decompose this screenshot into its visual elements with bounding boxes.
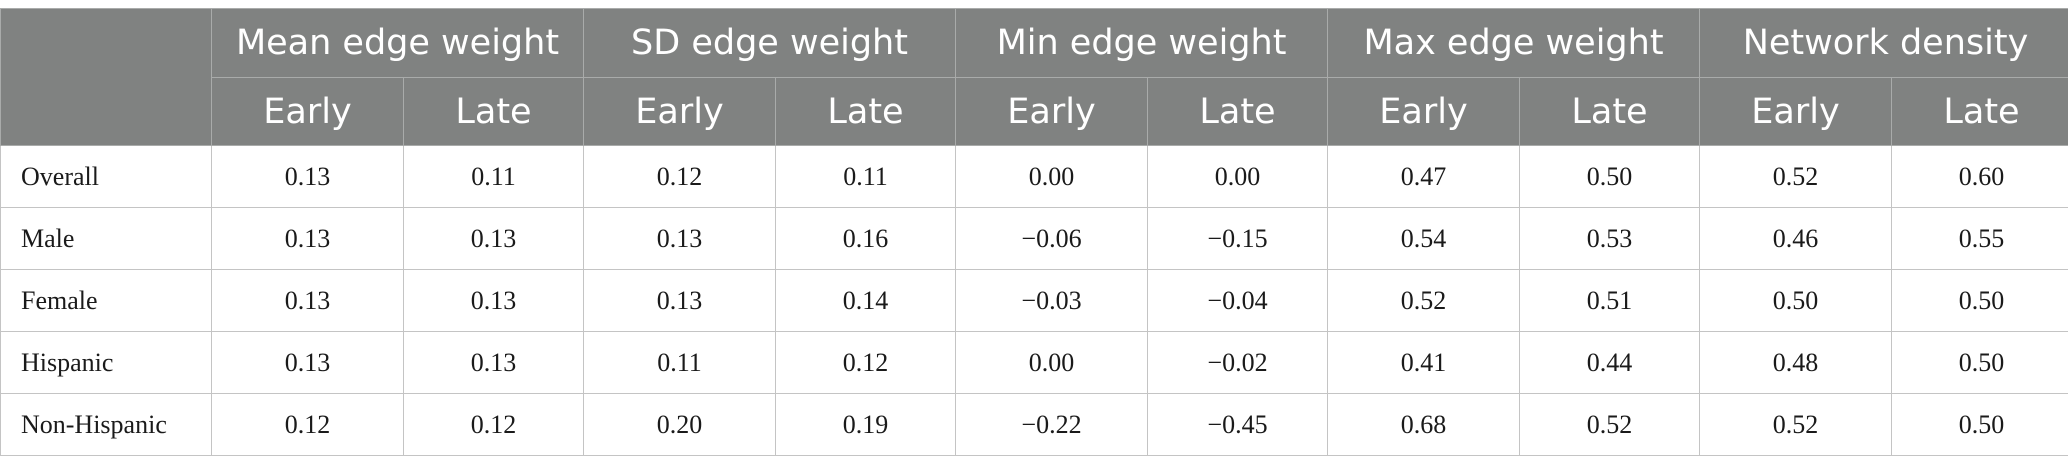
table-cell: 0.53	[1519, 207, 1700, 270]
subheader-early: Early	[583, 77, 776, 146]
table-cell: 0.13	[403, 207, 584, 270]
row-label: Female	[0, 269, 212, 332]
table-cell: 0.11	[403, 145, 584, 208]
table-cell: −0.06	[955, 207, 1148, 270]
table-cell: −0.02	[1147, 331, 1328, 394]
corner-header-cell	[0, 8, 212, 146]
table-cell: 0.13	[211, 331, 404, 394]
table-cell: 0.44	[1519, 331, 1700, 394]
subheader-early: Early	[955, 77, 1148, 146]
table-cell: 0.68	[1327, 393, 1520, 456]
table-cell: 0.13	[211, 207, 404, 270]
group-header-density: Network density	[1699, 8, 2068, 78]
table-cell: 0.13	[583, 269, 776, 332]
table-cell: 0.52	[1699, 393, 1892, 456]
table-cell: 0.51	[1519, 269, 1700, 332]
table-cell: 0.50	[1891, 331, 2068, 394]
table-cell: 0.52	[1327, 269, 1520, 332]
table-cell: 0.13	[211, 269, 404, 332]
row-label: Overall	[0, 145, 212, 208]
table-row: Overall 0.13 0.11 0.12 0.11 0.00 0.00 0.…	[0, 145, 2068, 208]
table-cell: 0.12	[211, 393, 404, 456]
table-cell: 0.50	[1891, 393, 2068, 456]
table-cell: 0.11	[775, 145, 956, 208]
table-row: Non-Hispanic 0.12 0.12 0.20 0.19 −0.22 −…	[0, 393, 2068, 456]
table-row: Male 0.13 0.13 0.13 0.16 −0.06 −0.15 0.5…	[0, 207, 2068, 270]
table-cell: 0.50	[1699, 269, 1892, 332]
table-cell: 0.00	[955, 331, 1148, 394]
table-cell: 0.55	[1891, 207, 2068, 270]
table-cell: 0.50	[1891, 269, 2068, 332]
subheader-late: Late	[1891, 77, 2068, 146]
table-cell: −0.04	[1147, 269, 1328, 332]
table-cell: 0.12	[583, 145, 776, 208]
table-cell: 0.60	[1891, 145, 2068, 208]
table-cell: 0.41	[1327, 331, 1520, 394]
row-label: Male	[0, 207, 212, 270]
subheader-early: Early	[1699, 77, 1892, 146]
table-cell: 0.52	[1519, 393, 1700, 456]
group-header-min: Min edge weight	[955, 8, 1328, 78]
table-cell: 0.12	[775, 331, 956, 394]
table-cell: 0.48	[1699, 331, 1892, 394]
subheader-late: Late	[775, 77, 956, 146]
table-cell: −0.03	[955, 269, 1148, 332]
table-cell: 0.13	[403, 331, 584, 394]
table-cell: 0.46	[1699, 207, 1892, 270]
row-label: Non-Hispanic	[0, 393, 212, 456]
table-cell: 0.19	[775, 393, 956, 456]
table-cell: 0.47	[1327, 145, 1520, 208]
table-cell: −0.15	[1147, 207, 1328, 270]
table-cell: 0.52	[1699, 145, 1892, 208]
table-cell: 0.11	[583, 331, 776, 394]
table-row: Female 0.13 0.13 0.13 0.14 −0.03 −0.04 0…	[0, 269, 2068, 332]
table-cell: 0.13	[583, 207, 776, 270]
table-row: Hispanic 0.13 0.13 0.11 0.12 0.00 −0.02 …	[0, 331, 2068, 394]
table-cell: −0.45	[1147, 393, 1328, 456]
table-cell: 0.13	[403, 269, 584, 332]
header-row-periods: Early Late Early Late Early Late Early L…	[1, 77, 2068, 146]
table-cell: 0.13	[211, 145, 404, 208]
row-label: Hispanic	[0, 331, 212, 394]
table-cell: 0.20	[583, 393, 776, 456]
table-cell: −0.22	[955, 393, 1148, 456]
table-cell: 0.00	[1147, 145, 1328, 208]
subheader-late: Late	[1147, 77, 1328, 146]
edge-weight-table: Mean edge weight SD edge weight Min edge…	[0, 8, 2068, 456]
table-cell: 0.12	[403, 393, 584, 456]
subheader-late: Late	[403, 77, 584, 146]
table-cell: 0.14	[775, 269, 956, 332]
subheader-early: Early	[211, 77, 404, 146]
table-cell: 0.16	[775, 207, 956, 270]
group-header-max: Max edge weight	[1327, 8, 1700, 78]
table-cell: 0.50	[1519, 145, 1700, 208]
subheader-late: Late	[1519, 77, 1700, 146]
table-cell: 0.00	[955, 145, 1148, 208]
subheader-early: Early	[1327, 77, 1520, 146]
group-header-sd: SD edge weight	[583, 8, 956, 78]
group-header-mean: Mean edge weight	[211, 8, 584, 78]
edge-weight-table-container: Mean edge weight SD edge weight Min edge…	[0, 8, 2068, 456]
header-row-groups: Mean edge weight SD edge weight Min edge…	[0, 8, 2068, 146]
table-cell: 0.54	[1327, 207, 1520, 270]
